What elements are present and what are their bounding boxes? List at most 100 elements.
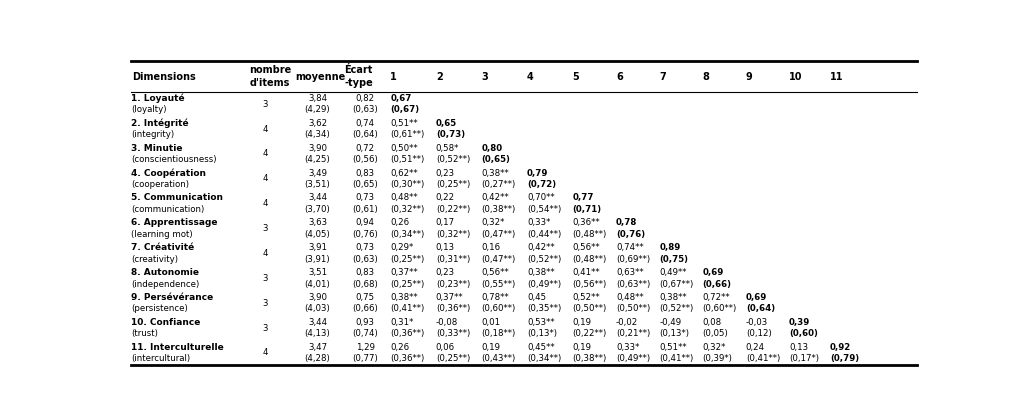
Text: 3,51: 3,51	[308, 268, 327, 277]
Text: 3,90: 3,90	[308, 144, 327, 153]
Text: (0,61): (0,61)	[352, 205, 378, 214]
Text: (0,47**): (0,47**)	[481, 255, 516, 264]
Text: 8: 8	[702, 72, 708, 82]
Text: 0,13: 0,13	[789, 343, 807, 352]
Text: (4,28): (4,28)	[305, 354, 330, 363]
Text: 0,79: 0,79	[527, 168, 548, 178]
Text: 4. Coopération: 4. Coopération	[131, 168, 206, 178]
Text: (3,70): (3,70)	[305, 205, 330, 214]
Text: (0,25**): (0,25**)	[390, 279, 424, 289]
Text: (0,61**): (0,61**)	[390, 130, 424, 139]
Text: (0,76): (0,76)	[615, 230, 644, 239]
Text: (loyalty): (loyalty)	[131, 106, 167, 114]
Text: (0,69**): (0,69**)	[615, 255, 649, 264]
Text: 0,29*: 0,29*	[390, 243, 413, 252]
Text: 0,92: 0,92	[829, 343, 850, 352]
Text: (0,65): (0,65)	[352, 180, 378, 189]
Text: 3,44: 3,44	[308, 318, 327, 327]
Text: 1: 1	[390, 72, 396, 82]
Text: (4,05): (4,05)	[305, 230, 330, 239]
Text: -0,02: -0,02	[615, 318, 638, 327]
Text: (0,66): (0,66)	[702, 279, 731, 289]
Text: 0,19: 0,19	[481, 343, 500, 352]
Text: (0,68): (0,68)	[352, 279, 378, 289]
Text: 6. Apprentissage: 6. Apprentissage	[131, 219, 218, 227]
Text: (0,63): (0,63)	[352, 106, 378, 114]
Text: (0,63): (0,63)	[352, 255, 378, 264]
Text: (0,38**): (0,38**)	[572, 354, 606, 363]
Text: 0,62**: 0,62**	[390, 168, 418, 178]
Text: (3,51): (3,51)	[305, 180, 330, 189]
Text: 0,58*: 0,58*	[435, 144, 459, 153]
Text: 0,89: 0,89	[658, 243, 680, 252]
Text: 3,90: 3,90	[308, 293, 327, 302]
Text: 4: 4	[262, 125, 268, 133]
Text: (0,18**): (0,18**)	[481, 329, 516, 338]
Text: (0,34**): (0,34**)	[527, 354, 560, 363]
Text: (0,25**): (0,25**)	[390, 255, 424, 264]
Text: 0,16: 0,16	[481, 243, 500, 252]
Text: 0,37**: 0,37**	[390, 268, 418, 277]
Text: 0,74: 0,74	[356, 119, 374, 128]
Text: (0,71): (0,71)	[572, 205, 601, 214]
Text: (0,65): (0,65)	[481, 155, 510, 164]
Text: 0,69: 0,69	[702, 268, 723, 277]
Text: 0,83: 0,83	[356, 268, 374, 277]
Text: (0,21**): (0,21**)	[615, 329, 649, 338]
Text: 0,73: 0,73	[356, 243, 374, 252]
Text: (0,52**): (0,52**)	[658, 304, 693, 314]
Text: (0,05): (0,05)	[702, 329, 728, 338]
Text: (intercultural): (intercultural)	[131, 354, 191, 363]
Text: 3: 3	[262, 299, 268, 308]
Text: 1,29: 1,29	[356, 343, 374, 352]
Text: (0,63**): (0,63**)	[615, 279, 649, 289]
Text: (independence): (independence)	[131, 279, 200, 289]
Text: 0,23: 0,23	[435, 268, 454, 277]
Text: 0,48**: 0,48**	[390, 193, 418, 203]
Text: 0,93: 0,93	[356, 318, 374, 327]
Text: (0,60**): (0,60**)	[702, 304, 736, 314]
Text: (0,30**): (0,30**)	[390, 180, 424, 189]
Text: 0,83: 0,83	[356, 168, 374, 178]
Text: (0,67**): (0,67**)	[658, 279, 693, 289]
Text: 0,77: 0,77	[572, 193, 594, 203]
Text: 5: 5	[572, 72, 579, 82]
Text: 0,49**: 0,49**	[658, 268, 686, 277]
Text: (0,38**): (0,38**)	[481, 205, 516, 214]
Text: (communication): (communication)	[131, 205, 205, 214]
Text: moyenne: moyenne	[294, 72, 345, 82]
Text: (0,55**): (0,55**)	[481, 279, 516, 289]
Text: (4,01): (4,01)	[305, 279, 330, 289]
Text: (cooperation): (cooperation)	[131, 180, 190, 189]
Text: 0,32*: 0,32*	[481, 219, 504, 227]
Text: (0,72): (0,72)	[527, 180, 555, 189]
Text: (0,36**): (0,36**)	[390, 329, 424, 338]
Text: Écart
-type: Écart -type	[344, 65, 373, 88]
Text: (0,35**): (0,35**)	[527, 304, 560, 314]
Text: (0,75): (0,75)	[658, 255, 688, 264]
Text: (3,91): (3,91)	[305, 255, 330, 264]
Text: (0,47**): (0,47**)	[481, 230, 516, 239]
Text: 0,67: 0,67	[390, 94, 412, 103]
Text: 3,91: 3,91	[308, 243, 327, 252]
Text: 11: 11	[829, 72, 843, 82]
Text: (0,74): (0,74)	[352, 329, 378, 338]
Text: (4,03): (4,03)	[305, 304, 330, 314]
Text: 0,22: 0,22	[435, 193, 454, 203]
Text: 3: 3	[262, 274, 268, 283]
Text: 0,45: 0,45	[527, 293, 546, 302]
Text: 0,56**: 0,56**	[572, 243, 600, 252]
Text: 7. Créativité: 7. Créativité	[131, 243, 195, 252]
Text: 0,41**: 0,41**	[572, 268, 600, 277]
Text: 2. Intégrité: 2. Intégrité	[131, 118, 189, 128]
Text: (0,34**): (0,34**)	[390, 230, 424, 239]
Text: (4,29): (4,29)	[305, 106, 330, 114]
Text: (0,43**): (0,43**)	[481, 354, 516, 363]
Text: (0,73): (0,73)	[435, 130, 465, 139]
Text: (conscientiousness): (conscientiousness)	[131, 155, 217, 164]
Text: 4: 4	[262, 249, 268, 258]
Text: 0,24: 0,24	[745, 343, 764, 352]
Text: (0,60**): (0,60**)	[481, 304, 516, 314]
Text: 3: 3	[262, 224, 268, 233]
Text: 3: 3	[262, 324, 268, 332]
